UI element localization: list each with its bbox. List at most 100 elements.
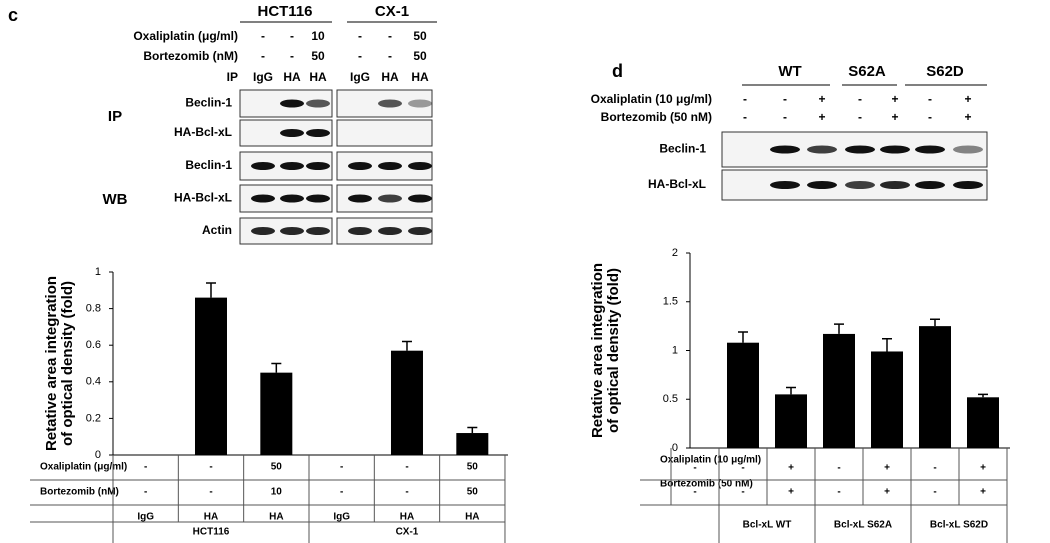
lane-value: + bbox=[818, 92, 825, 106]
band bbox=[306, 99, 330, 108]
error-bar bbox=[401, 340, 412, 351]
lane-value: - bbox=[388, 49, 392, 63]
bar bbox=[260, 372, 293, 455]
table-value: + bbox=[980, 463, 986, 474]
error-bar bbox=[978, 393, 988, 398]
table-value: 50 bbox=[467, 462, 479, 473]
band bbox=[306, 129, 330, 137]
bar bbox=[919, 326, 951, 448]
band bbox=[953, 181, 983, 189]
error-bar bbox=[271, 362, 282, 373]
table-value: - bbox=[144, 487, 147, 498]
group-label: CX-1 bbox=[396, 527, 419, 538]
bar bbox=[456, 433, 489, 455]
group-label: Bcl-xL WT bbox=[743, 520, 792, 531]
y-tick-label: 1 bbox=[672, 344, 678, 356]
lane-value: + bbox=[891, 92, 898, 106]
table-value: - bbox=[209, 462, 212, 473]
table-row-label: Bortezomib (50 nM) bbox=[660, 479, 753, 490]
lane-value: 50 bbox=[311, 49, 325, 63]
x-tick-label: IgG bbox=[137, 512, 154, 523]
band bbox=[306, 227, 330, 235]
band bbox=[408, 162, 432, 170]
lane-value: + bbox=[964, 92, 971, 106]
y-tick-label: 0.5 bbox=[663, 393, 678, 405]
band bbox=[280, 129, 304, 137]
lane-value: - bbox=[743, 92, 747, 106]
lane-value: - bbox=[783, 110, 787, 124]
band bbox=[378, 227, 402, 235]
section-label: IP bbox=[108, 108, 122, 125]
band bbox=[408, 227, 432, 235]
band bbox=[280, 227, 304, 235]
bar bbox=[775, 394, 807, 448]
bar bbox=[823, 333, 855, 448]
table-value: - bbox=[741, 487, 744, 498]
band bbox=[408, 99, 432, 108]
x-tick-label: HA bbox=[465, 512, 479, 523]
lane-value: HA bbox=[283, 70, 301, 84]
row-label: IP bbox=[227, 70, 238, 84]
table-value: + bbox=[980, 487, 986, 498]
band bbox=[306, 162, 330, 170]
lane-value: - bbox=[743, 110, 747, 124]
table-value: - bbox=[693, 463, 696, 474]
band bbox=[378, 99, 402, 108]
x-tick-label: HA bbox=[269, 512, 283, 523]
row-label: Bortezomib (50 nM) bbox=[601, 110, 712, 124]
error-bar bbox=[205, 282, 216, 298]
x-tick-label: HA bbox=[204, 512, 218, 523]
lane-value: 50 bbox=[413, 29, 427, 43]
table-value: - bbox=[209, 487, 212, 498]
error-bar bbox=[882, 338, 892, 352]
band bbox=[251, 194, 275, 203]
section-label: WB bbox=[103, 191, 128, 208]
band bbox=[953, 145, 983, 154]
lane-value: + bbox=[818, 110, 825, 124]
bar bbox=[967, 397, 999, 448]
table-row-label: Bortezomib (nM) bbox=[40, 487, 119, 498]
band bbox=[845, 181, 875, 189]
error-bar bbox=[930, 318, 940, 327]
lane-value: - bbox=[261, 49, 265, 63]
band bbox=[251, 227, 275, 235]
band-label: Beclin-1 bbox=[659, 142, 706, 156]
table-value: - bbox=[340, 462, 343, 473]
band bbox=[408, 194, 432, 203]
lane-value: - bbox=[928, 110, 932, 124]
table-value: + bbox=[788, 463, 794, 474]
table-row-label: Oxaliplatin (μg/ml) bbox=[40, 462, 127, 473]
lane-value: - bbox=[358, 29, 362, 43]
table-value: - bbox=[340, 487, 343, 498]
band bbox=[348, 227, 372, 235]
table-value: 50 bbox=[467, 487, 479, 498]
band bbox=[251, 162, 275, 170]
group-label: Bcl-xL S62A bbox=[834, 520, 892, 531]
lane-value: - bbox=[858, 92, 862, 106]
band-label: Actin bbox=[202, 223, 232, 237]
bar bbox=[727, 342, 759, 448]
band bbox=[807, 145, 837, 154]
table-value: - bbox=[933, 487, 936, 498]
panel-label: c bbox=[8, 5, 18, 25]
band bbox=[770, 181, 800, 189]
table-value: - bbox=[837, 487, 840, 498]
row-label: Oxaliplatin (μg/ml) bbox=[133, 29, 238, 43]
lane-value: IgG bbox=[253, 70, 273, 84]
error-bar bbox=[738, 331, 748, 343]
y-tick-label: 0 bbox=[672, 442, 678, 454]
table-value: 50 bbox=[271, 462, 283, 473]
lane-value: + bbox=[964, 110, 971, 124]
table-value: 10 bbox=[271, 487, 283, 498]
band bbox=[915, 145, 945, 154]
lane-value: - bbox=[388, 29, 392, 43]
bar bbox=[871, 351, 903, 448]
group-header: CX-1 bbox=[375, 3, 409, 20]
lane-value: - bbox=[928, 92, 932, 106]
band bbox=[378, 162, 402, 170]
error-bar bbox=[834, 323, 844, 334]
band bbox=[348, 194, 372, 203]
blot-box bbox=[336, 119, 433, 147]
band-label: HA-Bcl-xL bbox=[648, 177, 706, 191]
lane-value: HA bbox=[309, 70, 327, 84]
